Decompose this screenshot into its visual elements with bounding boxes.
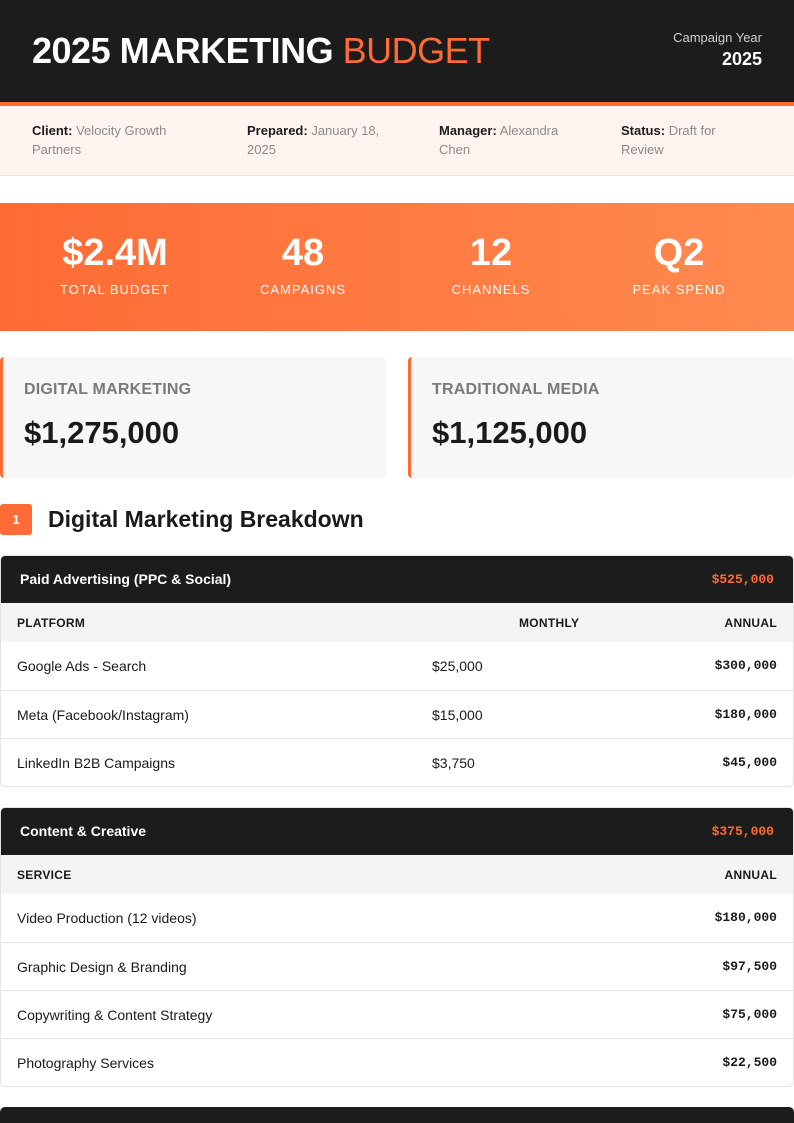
paid-advertising-table: Paid Advertising (PPC & Social) $525,000… <box>0 555 794 787</box>
section-number-badge: 1 <box>0 504 32 535</box>
meta-prepared: Prepared: January 18, 2025 <box>247 121 397 159</box>
stat-channels: 12 CHANNELS <box>397 231 585 297</box>
meta-manager: Manager: Alexandra Chen <box>439 121 589 159</box>
stat-label: CHANNELS <box>451 282 531 297</box>
content-creative-table: Content & Creative $375,000 SERVICE ANNU… <box>0 807 794 1087</box>
budget-card-label: DIGITAL MARKETING <box>24 381 192 398</box>
section-title: Digital Marketing Breakdown <box>48 506 364 532</box>
row-annual: $180,000 <box>714 910 777 925</box>
meta-status-label: Status: <box>621 123 666 138</box>
row-service: Video Production (12 videos) <box>17 910 197 926</box>
column-header-platform: PLATFORM <box>17 616 86 630</box>
table-title: Paid Advertising (PPC & Social) <box>20 571 232 587</box>
row-annual: $45,000 <box>722 755 777 770</box>
campaign-year: 2025 <box>721 49 762 69</box>
table-total: $375,000 <box>711 824 774 839</box>
meta-status: Status: Draft for Review <box>621 121 761 159</box>
budget-card-label: TRADITIONAL MEDIA <box>432 381 600 398</box>
table-header-bar: Content & Creative $375,000 <box>1 808 793 855</box>
page-header: 2025 MARKETING BUDGET Campaign Year 2025 <box>0 0 794 102</box>
stat-value: Q2 <box>653 232 705 274</box>
row-monthly: $15,000 <box>432 707 483 723</box>
row-platform: LinkedIn B2B Campaigns <box>17 755 175 771</box>
table-header-bar: Paid Advertising (PPC & Social) $525,000 <box>1 556 793 603</box>
budget-card-value: $1,275,000 <box>24 415 180 450</box>
meta-client: Client: Velocity Growth Partners <box>32 121 202 159</box>
table-title: Content & Creative <box>20 823 147 839</box>
budget-card-value: $1,125,000 <box>432 415 588 450</box>
document-meta: Client: Velocity Growth Partners Prepare… <box>0 106 794 176</box>
row-platform: Google Ads - Search <box>17 658 147 674</box>
column-header-service: SERVICE <box>17 868 72 882</box>
row-annual: $300,000 <box>714 658 777 673</box>
row-service: Copywriting & Content Strategy <box>17 1007 213 1023</box>
row-service: Graphic Design & Branding <box>17 959 187 975</box>
meta-manager-value: Alexandra Chen <box>439 123 559 157</box>
document-title: 2025 MARKETING BUDGET <box>32 30 490 72</box>
budget-card-traditional: TRADITIONAL MEDIA $1,125,000 <box>408 357 794 478</box>
meta-prepared-value: January 18, 2025 <box>247 123 380 157</box>
meta-client-value: Velocity Growth Partners <box>32 123 167 157</box>
row-annual: $22,500 <box>722 1055 777 1070</box>
stat-value: 12 <box>469 232 513 274</box>
table-total: $525,000 <box>711 572 774 587</box>
document-title-main: 2025 MARKETING <box>32 30 343 71</box>
stats-band: $2.4M TOTAL BUDGET 48 CAMPAIGNS 12 CHANN… <box>0 203 794 331</box>
row-platform: Meta (Facebook/Instagram) <box>17 707 189 723</box>
table-row: Copywriting & Content Strategy $75,000 <box>1 990 793 1038</box>
stat-total-budget: $2.4M TOTAL BUDGET <box>21 231 209 297</box>
table-row: Graphic Design & Branding $97,500 <box>1 942 793 990</box>
stat-value: 48 <box>281 232 325 274</box>
stat-peak-spend: Q2 PEAK SPEND <box>585 231 773 297</box>
row-monthly: $25,000 <box>432 658 483 674</box>
row-annual: $180,000 <box>714 707 777 722</box>
column-header-annual: ANNUAL <box>724 868 777 882</box>
meta-status-value: Draft for Review <box>621 123 716 157</box>
campaign-year-label: Campaign Year <box>673 30 762 45</box>
meta-client-label: Client: <box>32 123 73 138</box>
next-table-header-bar <box>0 1107 794 1123</box>
column-header-monthly: MONTHLY <box>519 616 580 630</box>
meta-prepared-label: Prepared: <box>247 123 308 138</box>
table-column-headers: PLATFORM MONTHLY ANNUAL <box>1 603 793 642</box>
table-row: Video Production (12 videos) $180,000 <box>1 894 793 942</box>
stat-value: $2.4M <box>62 232 168 274</box>
row-monthly: $3,750 <box>432 755 475 771</box>
row-annual: $75,000 <box>722 1007 777 1022</box>
table-row: Meta (Facebook/Instagram) $15,000 $180,0… <box>1 690 793 738</box>
budget-card-digital: DIGITAL MARKETING $1,275,000 <box>0 357 386 478</box>
meta-manager-label: Manager: <box>439 123 497 138</box>
stat-label: PEAK SPEND <box>632 282 726 297</box>
stat-campaigns: 48 CAMPAIGNS <box>209 231 397 297</box>
table-row: Google Ads - Search $25,000 $300,000 <box>1 642 793 690</box>
table-column-headers: SERVICE ANNUAL <box>1 855 793 894</box>
row-annual: $97,500 <box>722 959 777 974</box>
stat-label: TOTAL BUDGET <box>60 282 170 297</box>
stat-label: CAMPAIGNS <box>259 282 347 297</box>
table-row: LinkedIn B2B Campaigns $3,750 $45,000 <box>1 738 793 786</box>
header-accent-rule <box>0 102 794 106</box>
row-service: Photography Services <box>17 1055 154 1071</box>
table-row: Photography Services $22,500 <box>1 1038 793 1086</box>
document-title-accent: BUDGET <box>342 30 491 71</box>
column-header-annual: ANNUAL <box>724 616 777 630</box>
